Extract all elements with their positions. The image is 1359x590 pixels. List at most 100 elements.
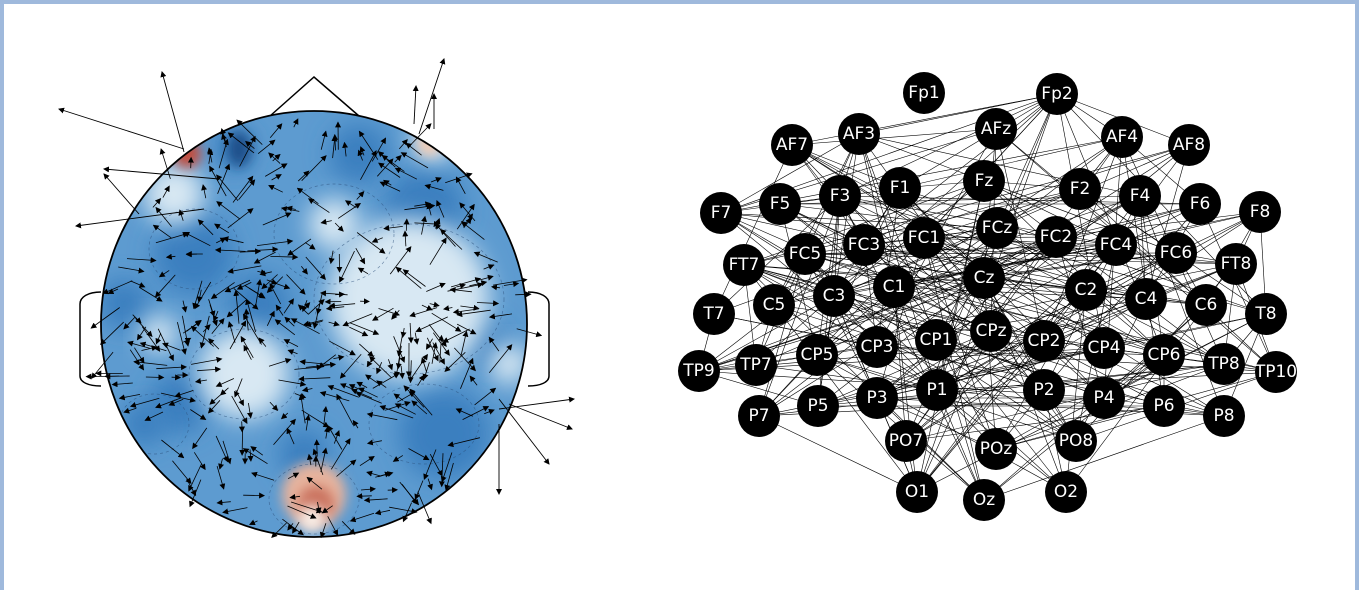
network-edge <box>983 180 1177 254</box>
node-t7: T7 <box>693 293 735 335</box>
node-circle <box>856 326 898 368</box>
node-label: CP4 <box>1088 338 1121 358</box>
node-circle <box>1055 420 1097 462</box>
node-p3: P3 <box>856 377 898 419</box>
field-arrow <box>414 480 424 501</box>
network-edge <box>983 180 1225 365</box>
field-arrow <box>463 217 472 229</box>
network-edge <box>1055 236 1105 399</box>
field-arrow <box>400 152 429 169</box>
field-arrow <box>296 187 319 205</box>
field-arrow <box>357 267 369 275</box>
field-arrow <box>417 374 425 387</box>
node-label: Cz <box>974 268 995 288</box>
node-fz: Fz <box>963 160 1005 202</box>
network-edge <box>923 237 1105 399</box>
field-arrow <box>372 307 394 321</box>
network-edge <box>698 346 878 372</box>
field-arrow <box>407 322 414 344</box>
node-label: Oz <box>973 490 995 510</box>
field-arrow <box>192 280 203 310</box>
field-arrow <box>130 280 146 288</box>
field-arrow <box>460 357 474 389</box>
network-nodes: Fp1 Fp2 AF7 AF3 AFz AF4 AF8 F7 F5 F3 F1 Fz F2 F4 F6 F8 F… <box>678 72 1297 521</box>
field-arrow <box>299 359 335 366</box>
network-edge <box>983 180 1117 246</box>
field-arrow <box>455 176 466 194</box>
field-arrow <box>287 472 300 480</box>
field-arrow <box>356 191 365 200</box>
field-arrow <box>103 166 220 180</box>
field-arrow <box>301 155 327 181</box>
node-label: F5 <box>770 194 791 214</box>
field-arrow <box>324 298 342 305</box>
node-fc6: FC6 <box>1155 232 1197 274</box>
field-arrow <box>227 132 255 154</box>
network-edge <box>983 180 1165 356</box>
field-arrow <box>134 347 145 364</box>
node-label: F1 <box>890 178 911 198</box>
field-contour <box>273 183 395 285</box>
field-arrow <box>411 400 428 415</box>
field-arrow <box>379 405 414 419</box>
node-circle <box>813 275 855 317</box>
node-af7: AF7 <box>771 124 813 166</box>
field-arrow <box>389 506 418 515</box>
node-circle <box>796 334 838 376</box>
field-arrow <box>268 358 292 367</box>
field-arrow <box>111 381 133 388</box>
field-arrow <box>339 250 355 283</box>
field-arrow <box>363 496 388 503</box>
node-label: F6 <box>1190 194 1211 214</box>
network-edge <box>936 263 1237 391</box>
field-arrow <box>337 202 362 219</box>
node-label: F3 <box>830 186 851 206</box>
field-arrow <box>256 238 294 246</box>
field-arrow <box>460 330 469 357</box>
node-circle <box>963 257 1005 299</box>
field-arrow <box>410 353 428 380</box>
field-arrow <box>168 398 184 406</box>
node-c1: C1 <box>873 266 915 308</box>
field-arrow <box>245 140 255 149</box>
node-tp10: TP10 <box>1254 351 1297 393</box>
node-label: FC3 <box>848 235 880 255</box>
field-arrow <box>298 393 306 424</box>
field-arrow <box>218 458 224 470</box>
field-arrow <box>395 266 422 289</box>
field-arrow <box>262 212 292 226</box>
node-po7: PO7 <box>885 420 927 462</box>
node-circle <box>1143 334 1185 376</box>
field-arrow <box>359 455 375 467</box>
node-label: C3 <box>823 286 846 306</box>
field-arrow <box>216 201 241 220</box>
network-edge <box>876 237 925 399</box>
field-contour <box>148 208 240 290</box>
field-arrow <box>476 300 500 307</box>
node-fc5: FC5 <box>784 233 826 275</box>
field-arrow <box>410 123 432 146</box>
field-arrow <box>289 493 301 500</box>
field-arrow <box>366 439 382 446</box>
field-arrow <box>360 486 376 493</box>
field-arrow <box>182 315 191 347</box>
field-arrow <box>394 167 418 180</box>
network-edge <box>996 227 1225 365</box>
field-arrow <box>286 205 296 212</box>
node-cp2: CP2 <box>1023 320 1065 362</box>
field-low-region <box>122 402 166 446</box>
network-edge <box>720 212 865 246</box>
field-arrow <box>294 392 307 399</box>
network-edge <box>713 144 793 315</box>
network-edge <box>758 195 841 417</box>
field-arrow <box>231 395 248 424</box>
field-arrow <box>398 138 408 150</box>
node-circle <box>693 293 735 335</box>
field-arrow <box>359 343 374 357</box>
field-arrow <box>405 142 422 156</box>
node-circle <box>879 167 921 209</box>
node-label: F8 <box>1250 202 1271 222</box>
field-arrow <box>313 439 320 457</box>
field-arrow <box>286 274 306 295</box>
node-label: FC4 <box>1100 235 1132 255</box>
